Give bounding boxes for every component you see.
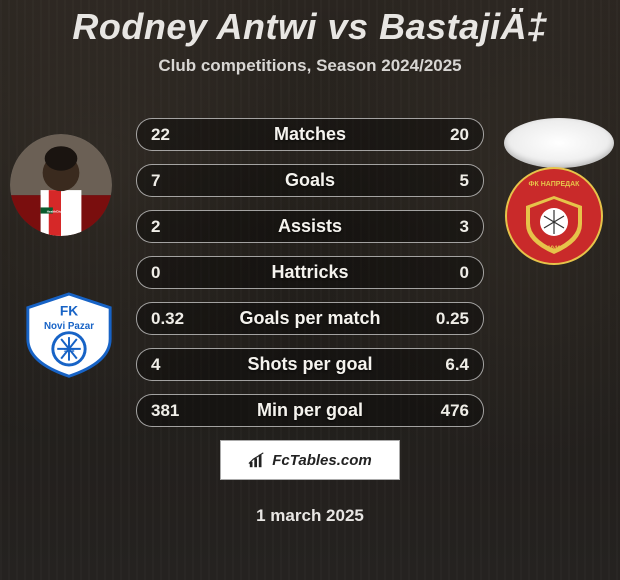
stat-label: Goals per match [239, 308, 380, 329]
stat-left-value: 0 [151, 263, 195, 283]
stat-row: 0 Hattricks 0 [136, 256, 484, 289]
stat-left-value: 2 [151, 217, 195, 237]
stat-left-value: 4 [151, 355, 195, 375]
stat-right-value: 476 [425, 401, 469, 421]
stat-right-value: 0 [425, 263, 469, 283]
player-right-photo-placeholder [504, 118, 614, 168]
stat-left-value: 0.32 [151, 309, 195, 329]
stat-right-value: 3 [425, 217, 469, 237]
stat-right-value: 20 [425, 125, 469, 145]
comparison-content: HealthCity FK Novi Pazar 1928 ФК НАПРЕДА… [0, 118, 620, 526]
club-badge-icon: FK Novi Pazar 1928 [20, 292, 118, 378]
stat-row: 0.32 Goals per match 0.25 [136, 302, 484, 335]
chart-icon [248, 451, 266, 469]
player-portrait-icon: HealthCity [10, 134, 112, 236]
svg-text:HealthCity: HealthCity [47, 210, 62, 214]
club-left-logo: FK Novi Pazar 1928 [20, 292, 118, 378]
stat-row: 2 Assists 3 [136, 210, 484, 243]
brand-card[interactable]: FcTables.com [220, 440, 400, 480]
stat-row: 381 Min per goal 476 [136, 394, 484, 427]
stat-right-value: 0.25 [425, 309, 469, 329]
stats-table: 22 Matches 20 7 Goals 5 2 Assists 3 0 Ha… [136, 118, 484, 427]
footer-date: 1 march 2025 [0, 506, 620, 526]
brand-label: FcTables.com [272, 452, 371, 469]
stat-label: Goals [285, 170, 335, 191]
player-left-photo: HealthCity [10, 134, 112, 236]
stat-row: 7 Goals 5 [136, 164, 484, 197]
stat-label: Hattricks [271, 262, 348, 283]
club-right-logo: ФК НАПРЕДАК 1946 [504, 166, 604, 266]
stat-label: Min per goal [257, 400, 363, 421]
subtitle: Club competitions, Season 2024/2025 [0, 56, 620, 76]
stat-label: Assists [278, 216, 342, 237]
club-badge-icon: ФК НАПРЕДАК 1946 [504, 166, 604, 266]
svg-text:1946: 1946 [547, 246, 561, 252]
stat-row: 22 Matches 20 [136, 118, 484, 151]
stat-label: Shots per goal [247, 354, 372, 375]
page-title: Rodney Antwi vs BastajiÄ‡ [0, 0, 620, 48]
stat-right-value: 5 [425, 171, 469, 191]
stat-left-value: 381 [151, 401, 195, 421]
svg-text:ФК НАПРЕДАК: ФК НАПРЕДАК [529, 181, 581, 188]
stat-left-value: 22 [151, 125, 195, 145]
svg-text:1928: 1928 [64, 348, 75, 354]
stat-row: 4 Shots per goal 6.4 [136, 348, 484, 381]
stat-right-value: 6.4 [425, 355, 469, 375]
svg-text:Novi Pazar: Novi Pazar [44, 321, 94, 332]
svg-text:FK: FK [60, 304, 78, 319]
stat-left-value: 7 [151, 171, 195, 191]
stat-label: Matches [274, 124, 346, 145]
